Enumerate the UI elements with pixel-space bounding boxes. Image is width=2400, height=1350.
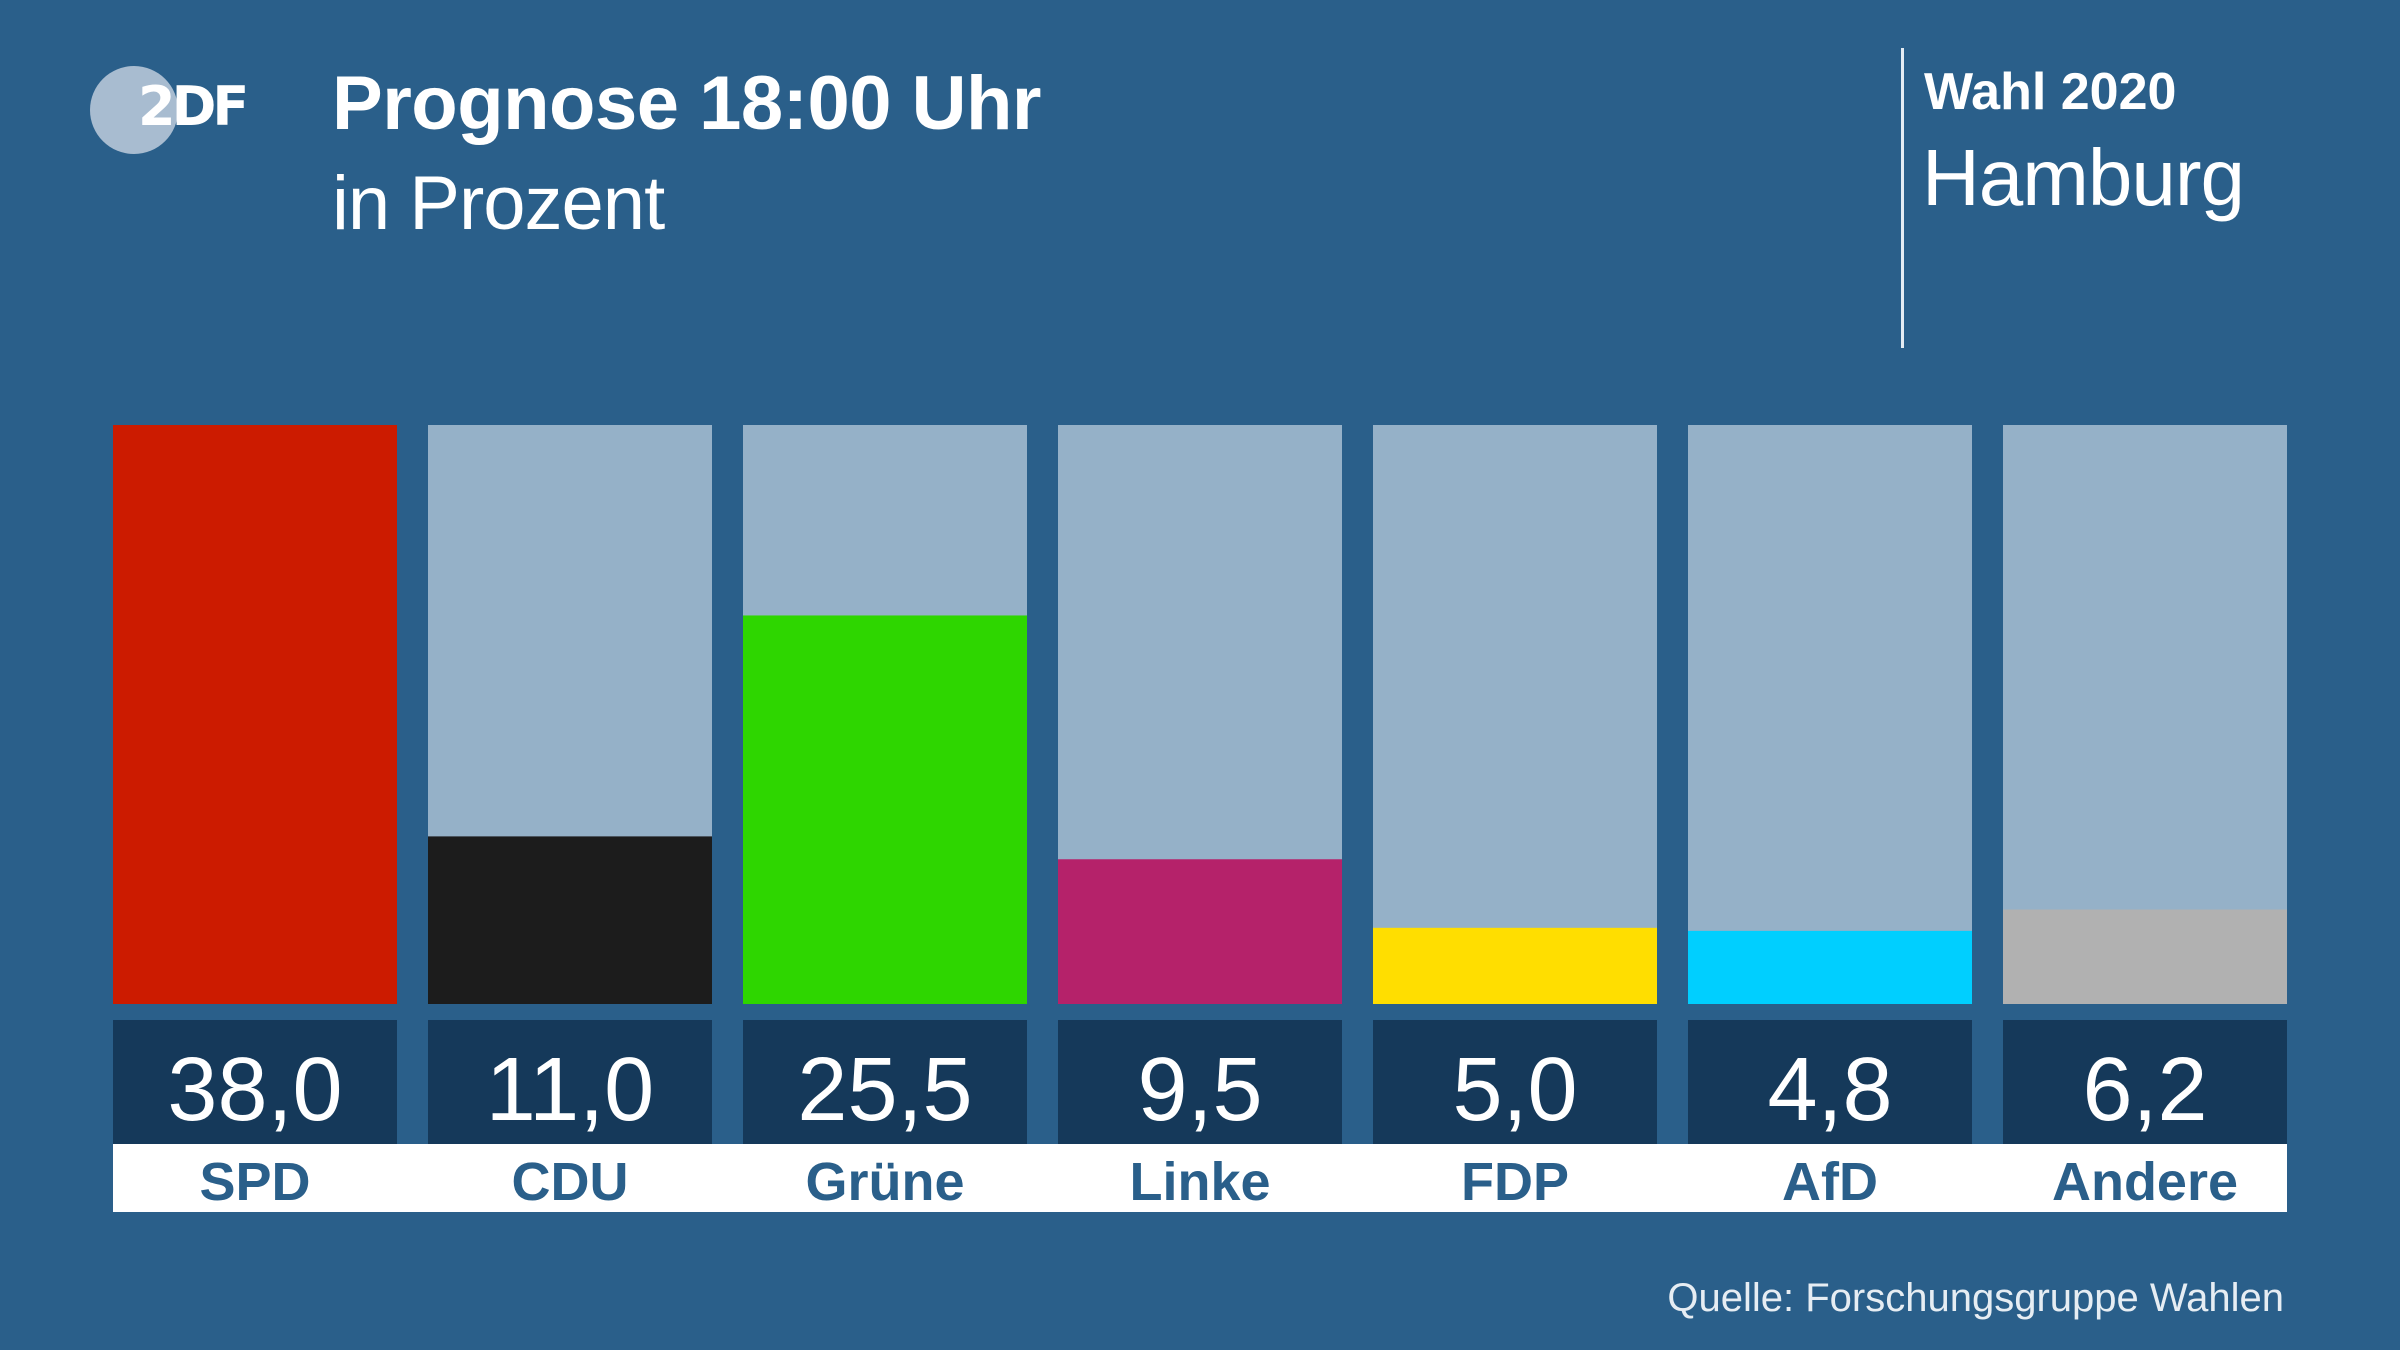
bar-track-afd	[1688, 425, 1972, 1004]
bar-gr-ne	[743, 615, 1027, 1004]
category-label-fdp: FDP	[1461, 1152, 1569, 1212]
chart-subtitle: in Prozent	[332, 161, 665, 246]
category-label-linke: Linke	[1129, 1152, 1270, 1212]
value-box-linke	[1058, 1020, 1342, 1144]
bar-spd	[113, 425, 397, 1004]
zdf-logo-circle	[90, 66, 178, 154]
source-note: Quelle: Forschungsgruppe Wahlen	[1667, 1276, 2284, 1320]
category-label-andere: Andere	[2052, 1152, 2238, 1212]
value-label-afd: 4,8	[1767, 1040, 1892, 1140]
chart-title: Prognose 18:00 Uhr	[332, 61, 1042, 146]
value-label-andere: 6,2	[2082, 1040, 2207, 1140]
region-label: Hamburg	[1922, 133, 2245, 222]
value-box-gr-ne	[743, 1020, 1027, 1144]
value-box-afd	[1688, 1020, 1972, 1144]
value-box-spd	[113, 1020, 397, 1144]
value-label-cdu: 11,0	[486, 1040, 655, 1140]
bar-fdp	[1373, 927, 1657, 1004]
bar-track-andere	[2003, 425, 2287, 1004]
value-label-spd: 38,0	[167, 1040, 342, 1140]
bar-afd	[1688, 930, 1972, 1004]
value-box-fdp	[1373, 1020, 1657, 1144]
category-strip	[113, 1144, 2287, 1212]
category-label-cdu: CDU	[512, 1152, 629, 1212]
bar-track-fdp	[1373, 425, 1657, 1004]
value-box-andere	[2003, 1020, 2287, 1144]
bar-linke	[1058, 859, 1342, 1004]
header-divider	[1901, 48, 1904, 348]
bar-andere	[2003, 909, 2287, 1004]
zdf-logo-text: 2DF	[138, 75, 249, 138]
value-label-linke: 9,5	[1137, 1040, 1262, 1140]
value-label-gr-ne: 25,5	[797, 1040, 972, 1140]
category-label-spd: SPD	[199, 1152, 310, 1212]
zdf-logo: 2DF	[90, 66, 250, 156]
category-label-afd: AfD	[1782, 1152, 1878, 1212]
bar-cdu	[428, 836, 712, 1004]
value-box-cdu	[428, 1020, 712, 1144]
category-label-gr-ne: Grüne	[805, 1152, 964, 1212]
value-label-fdp: 5,0	[1452, 1040, 1577, 1140]
election-label: Wahl 2020	[1924, 63, 2177, 121]
